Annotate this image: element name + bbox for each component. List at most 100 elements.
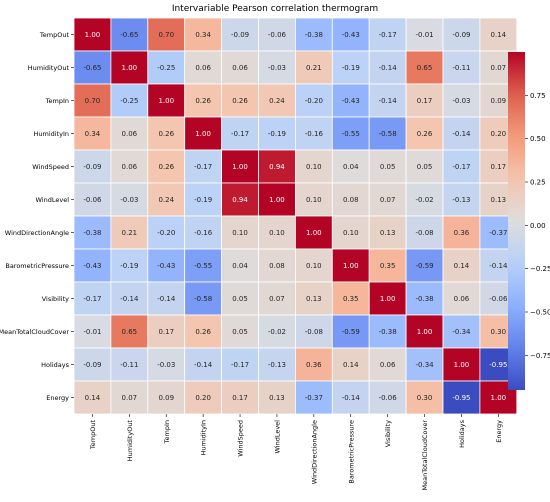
heatmap-cell bbox=[294, 347, 333, 382]
heatmap-cell bbox=[442, 149, 481, 184]
cell-value-label: 1.00 bbox=[306, 229, 322, 237]
heatmap-cell bbox=[221, 149, 259, 184]
heatmap-cell bbox=[442, 281, 481, 316]
cell-value-label: -0.01 bbox=[83, 328, 101, 336]
cell-value-label: 0.30 bbox=[417, 394, 433, 402]
heatmap-cell bbox=[184, 314, 222, 349]
cell-value-label: 0.20 bbox=[195, 394, 211, 402]
cell-value-label: -0.01 bbox=[415, 31, 433, 39]
cell-value-label: 0.04 bbox=[343, 163, 359, 171]
cell-value-label: -0.14 bbox=[489, 262, 508, 270]
cell-value-label: 1.00 bbox=[158, 97, 174, 105]
cell-value-label: -0.13 bbox=[452, 196, 470, 204]
cell-value-label: 0.07 bbox=[122, 394, 138, 402]
heatmap-cell bbox=[147, 149, 186, 184]
cell-value-label: 1.00 bbox=[343, 262, 359, 270]
cell-value-label: -0.38 bbox=[379, 328, 397, 336]
cell-value-label: -0.02 bbox=[268, 328, 286, 336]
cell-value-label: 0.06 bbox=[380, 361, 396, 369]
heatmap-cell bbox=[110, 281, 149, 316]
cell-value-label: 0.26 bbox=[158, 130, 174, 138]
heatmap-cell bbox=[184, 347, 222, 382]
cell-value-label: -0.17 bbox=[231, 361, 249, 369]
cell-value-label: -0.16 bbox=[194, 229, 213, 237]
heatmap-cell bbox=[331, 50, 370, 85]
heatmap-cell bbox=[294, 248, 333, 283]
cell-value-label: 0.17 bbox=[491, 163, 507, 171]
cell-value-label: -0.25 bbox=[157, 64, 175, 72]
heatmap-cell bbox=[442, 50, 481, 85]
cell-value-label: 0.21 bbox=[306, 64, 322, 72]
heatmap-cell bbox=[442, 215, 481, 250]
cell-value-label: -0.19 bbox=[120, 262, 138, 270]
cell-value-label: 0.04 bbox=[232, 262, 248, 270]
heatmap-cell bbox=[147, 116, 186, 151]
cell-value-label: -0.06 bbox=[379, 394, 398, 402]
heatmap-cell bbox=[294, 380, 333, 415]
colorbar-tick-label: 0.00 bbox=[530, 222, 546, 230]
heatmap-cell bbox=[405, 314, 444, 349]
cell-value-label: -0.55 bbox=[342, 130, 360, 138]
colorbar-tick-label: 0.50 bbox=[530, 135, 546, 143]
cell-value-label: 0.17 bbox=[232, 394, 248, 402]
cell-value-label: -0.59 bbox=[342, 328, 360, 336]
heatmap-cell bbox=[110, 17, 149, 52]
heatmap-cell bbox=[147, 347, 186, 382]
cell-value-label: -0.11 bbox=[452, 64, 470, 72]
cell-value-label: -0.38 bbox=[415, 295, 433, 303]
cell-value-label: -0.34 bbox=[452, 328, 471, 336]
heatmap-cell bbox=[294, 50, 333, 85]
heatmap-cell bbox=[110, 380, 149, 415]
y-tick-label: Energy bbox=[46, 394, 69, 402]
cell-value-label: 0.24 bbox=[158, 196, 174, 204]
cell-value-label: 0.05 bbox=[380, 163, 396, 171]
cell-value-label: 0.26 bbox=[158, 163, 174, 171]
colorbar-tick-label: 0.25 bbox=[530, 179, 546, 187]
colorbar-gradient bbox=[508, 52, 525, 390]
cell-value-label: 1.00 bbox=[232, 163, 248, 171]
cell-value-label: -0.14 bbox=[379, 97, 398, 105]
cell-value-label: -0.19 bbox=[268, 130, 286, 138]
x-tick-label: TempOut bbox=[89, 420, 97, 451]
heatmap-cell bbox=[258, 182, 296, 217]
cell-value-label: -0.17 bbox=[452, 163, 470, 171]
cell-value-label: -0.19 bbox=[194, 196, 212, 204]
heatmap-cell bbox=[331, 314, 370, 349]
x-tick-label: Visibility bbox=[384, 420, 392, 447]
heatmap-cell bbox=[294, 314, 333, 349]
cell-value-label: 0.70 bbox=[158, 31, 174, 39]
cell-value-label: 0.26 bbox=[417, 130, 433, 138]
cell-value-label: -0.17 bbox=[231, 130, 249, 138]
heatmap-cell bbox=[405, 215, 444, 250]
heatmap-cell bbox=[147, 215, 186, 250]
heatmap-cell bbox=[258, 149, 296, 184]
heatmap-cell bbox=[110, 347, 149, 382]
y-tick-label: TempOut bbox=[39, 31, 70, 39]
heatmap-cell bbox=[73, 17, 112, 52]
x-tick-label: TempIn bbox=[163, 420, 171, 444]
cell-value-label: 0.34 bbox=[85, 130, 101, 138]
heatmap-cell bbox=[184, 50, 222, 85]
cell-value-label: 0.65 bbox=[122, 328, 138, 336]
cell-value-label: 1.00 bbox=[122, 64, 138, 72]
cell-value-label: -0.55 bbox=[194, 262, 212, 270]
cell-value-label: -0.17 bbox=[83, 295, 101, 303]
colorbar-tick-label: −0.25 bbox=[530, 265, 550, 273]
cell-value-label: 0.08 bbox=[269, 262, 285, 270]
heatmap-cell bbox=[368, 281, 407, 316]
heatmap-cell bbox=[405, 116, 444, 151]
cell-value-label: -0.43 bbox=[342, 97, 360, 105]
heatmap-cell bbox=[405, 380, 444, 415]
cell-value-label: 0.13 bbox=[491, 196, 507, 204]
colorbar-tick-label: −0.50 bbox=[530, 309, 550, 317]
cell-value-label: 0.07 bbox=[380, 196, 396, 204]
heatmap-cell bbox=[221, 50, 259, 85]
cell-value-label: 1.00 bbox=[454, 361, 470, 369]
heatmap-cell bbox=[405, 50, 444, 85]
heatmap-cell bbox=[110, 215, 149, 250]
cell-value-label: -0.34 bbox=[415, 361, 434, 369]
heatmap-cell bbox=[479, 380, 518, 415]
cell-value-label: -0.06 bbox=[268, 31, 287, 39]
cell-value-label: -0.02 bbox=[415, 196, 433, 204]
heatmap-cell bbox=[221, 248, 259, 283]
